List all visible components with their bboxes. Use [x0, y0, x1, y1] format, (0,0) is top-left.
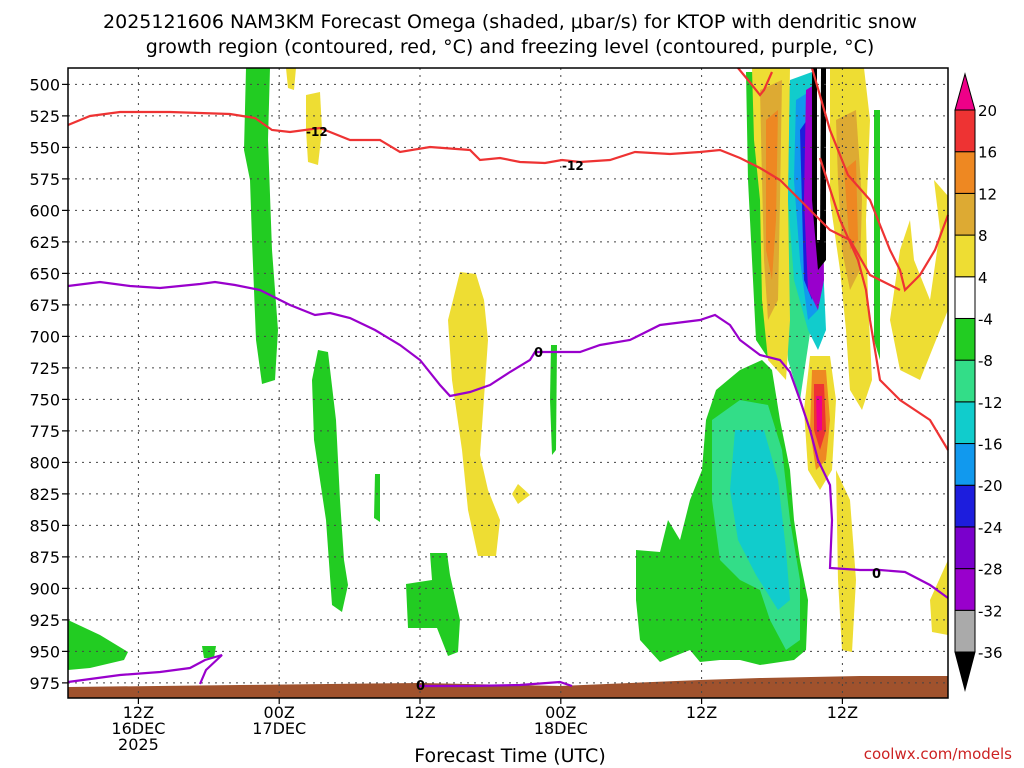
omega-region	[68, 620, 128, 670]
colorbar-label: -36	[978, 644, 1003, 662]
colorbar-swatch	[954, 234, 976, 278]
x-tick-label: 16DEC	[111, 719, 165, 738]
colorbar-swatch	[954, 609, 976, 653]
omega-region	[244, 68, 278, 384]
y-tick-label: 575	[29, 170, 60, 189]
y-tick-label: 825	[29, 485, 60, 504]
x-tick-label: 18DEC	[534, 719, 588, 738]
omega-region	[930, 560, 948, 635]
contour-label-minus12: -12	[306, 125, 328, 139]
colorbar-label: 20	[978, 102, 997, 120]
x-tick-label: 2025	[118, 735, 159, 754]
colorbar-swatch	[954, 443, 976, 486]
colorbar-swatch	[954, 568, 976, 611]
colorbar-label: -28	[978, 561, 1003, 579]
omega-region	[374, 474, 380, 522]
omega-region	[874, 110, 880, 360]
colorbar-swatch	[954, 526, 976, 570]
colorbar-swatch	[954, 109, 976, 153]
omega-region	[816, 396, 822, 432]
colorbar-label: -20	[978, 477, 1003, 495]
colorbar-swatch	[954, 317, 976, 361]
y-tick-label: 625	[29, 233, 60, 252]
colorbar-label: -4	[978, 310, 993, 328]
colorbar-swatch	[954, 192, 976, 236]
colorbar-label: 8	[978, 227, 988, 245]
chart-title-line2: growth region (contoured, red, °C) and f…	[146, 36, 875, 58]
colorbar-label: 16	[978, 144, 997, 162]
y-tick-label: 775	[29, 422, 60, 441]
terrain	[68, 676, 948, 698]
y-tick-label: 975	[29, 674, 60, 693]
omega-region	[730, 430, 790, 610]
omega-region	[766, 110, 778, 280]
y-tick-label: 600	[29, 201, 60, 220]
contour-label-zero: 0	[872, 567, 881, 582]
x-tick-label: 00Z	[545, 703, 576, 722]
colorbar-label: -12	[978, 394, 1003, 412]
y-tick-label: 925	[29, 611, 60, 630]
y-tick-label: 675	[29, 296, 60, 315]
y-tick-label: 700	[29, 327, 60, 346]
colorbar-under-arrow	[954, 651, 976, 692]
x-tick-label: 12Z	[404, 703, 435, 722]
colorbar-over-arrow	[954, 72, 976, 111]
x-tick-label: 00Z	[264, 703, 295, 722]
contour-label-minus12: -12	[562, 159, 584, 173]
colorbar-label: 4	[978, 269, 988, 287]
y-tick-label: 750	[29, 390, 60, 409]
x-tick-label: 17DEC	[252, 719, 306, 738]
colorbar: -36 -32 -28 -24 -20 -16 -12 -8 -4 4 8 12 16 20	[954, 72, 1003, 692]
y-tick-label: 650	[29, 264, 60, 283]
grid	[68, 68, 948, 698]
plot-area: -12 -12 0 0 0	[67, 67, 950, 699]
colorbar-label: -16	[978, 436, 1003, 454]
omega-region	[817, 68, 821, 240]
x-axis-label: Forecast Time (UTC)	[414, 745, 605, 767]
contour-label-zero: 0	[416, 679, 425, 694]
dendritic-contour	[67, 67, 950, 451]
colorbar-label: -32	[978, 602, 1003, 620]
x-tick-label: 12Z	[686, 703, 717, 722]
plot-frame	[67, 67, 949, 699]
colorbar-label: 12	[978, 185, 997, 203]
y-tick-label: 550	[29, 138, 60, 157]
colorbar-label: -8	[978, 352, 993, 370]
y-tick-label: 800	[29, 453, 60, 472]
omega-region	[550, 345, 557, 455]
y-tick-label: 850	[29, 516, 60, 535]
omega-region	[836, 470, 856, 652]
y-tick-label: 525	[29, 107, 60, 126]
y-axis: 500 525 550 575 600 625 650 675 700 725 750 775 800 8…	[29, 75, 68, 693]
colorbar-swatch	[954, 276, 976, 319]
colorbar-swatch	[954, 359, 976, 403]
y-tick-label: 500	[29, 75, 60, 94]
contour-label-zero: 0	[534, 346, 543, 361]
colorbar-label: -24	[978, 519, 1003, 537]
omega-region	[448, 272, 500, 556]
colorbar-swatch	[954, 484, 976, 528]
y-tick-label: 875	[29, 548, 60, 567]
omega-region	[312, 350, 348, 612]
omega-region	[512, 484, 530, 504]
omega-region	[890, 180, 948, 380]
y-tick-label: 900	[29, 579, 60, 598]
colorbar-swatch	[954, 151, 976, 194]
omega-region	[202, 646, 216, 658]
colorbar-swatch	[954, 401, 976, 445]
y-tick-label: 725	[29, 359, 60, 378]
x-tick-label: 12Z	[827, 703, 858, 722]
x-tick-label: 12Z	[123, 703, 154, 722]
credit-text: coolwx.com/models	[864, 745, 1012, 763]
chart-title-line1: 2025121606 NAM3KM Forecast Omega (shaded…	[103, 11, 917, 33]
omega-region	[406, 553, 460, 656]
y-tick-label: 950	[29, 642, 60, 661]
freezing-level-contour	[67, 280, 949, 688]
